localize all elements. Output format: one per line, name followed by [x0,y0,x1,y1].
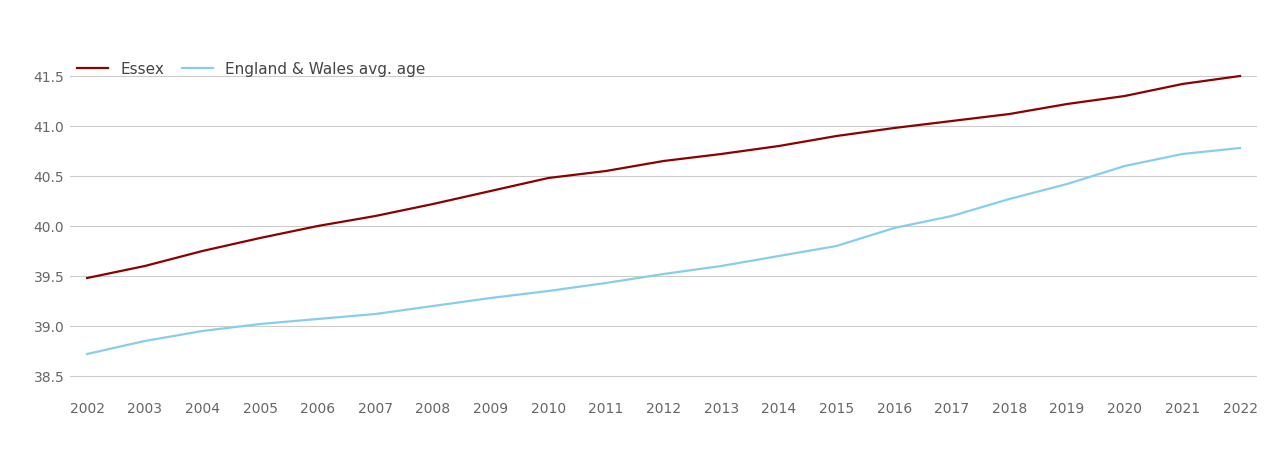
Essex [425,201,441,207]
England & Wales avg. age [944,213,959,219]
Essex [944,118,959,124]
Legend: Essex, England & Wales avg. age: Essex, England & Wales avg. age [77,62,425,76]
Essex [194,248,210,254]
England & Wales avg. age [657,271,672,277]
England & Wales avg. age [80,351,95,357]
England & Wales avg. age [829,243,845,249]
England & Wales avg. age [137,338,152,344]
Essex [80,275,95,281]
Essex [657,158,672,164]
Essex [1232,73,1247,79]
England & Wales avg. age [368,311,384,317]
England & Wales avg. age [1059,181,1074,187]
Essex [310,223,325,229]
Essex [1175,81,1190,87]
England & Wales avg. age [598,280,613,286]
Essex [886,125,902,130]
Essex [598,168,613,174]
Essex [1002,111,1017,117]
Line: England & Wales avg. age: England & Wales avg. age [88,148,1240,354]
England & Wales avg. age [541,288,556,294]
England & Wales avg. age [886,225,902,231]
Essex [771,143,786,148]
Essex [1118,93,1133,99]
Essex [253,235,268,241]
England & Wales avg. age [425,303,441,309]
England & Wales avg. age [194,328,210,334]
Essex [483,188,498,194]
England & Wales avg. age [483,295,498,301]
England & Wales avg. age [1175,151,1190,157]
Essex [1059,101,1074,107]
England & Wales avg. age [1002,196,1017,202]
Essex [137,263,152,269]
Line: Essex: Essex [88,76,1240,278]
Essex [829,133,845,139]
Essex [714,151,729,157]
England & Wales avg. age [310,316,325,322]
England & Wales avg. age [253,321,268,327]
England & Wales avg. age [714,263,729,269]
England & Wales avg. age [1232,145,1247,151]
England & Wales avg. age [771,253,786,259]
Essex [541,176,556,181]
Essex [368,213,384,219]
England & Wales avg. age [1118,163,1133,169]
